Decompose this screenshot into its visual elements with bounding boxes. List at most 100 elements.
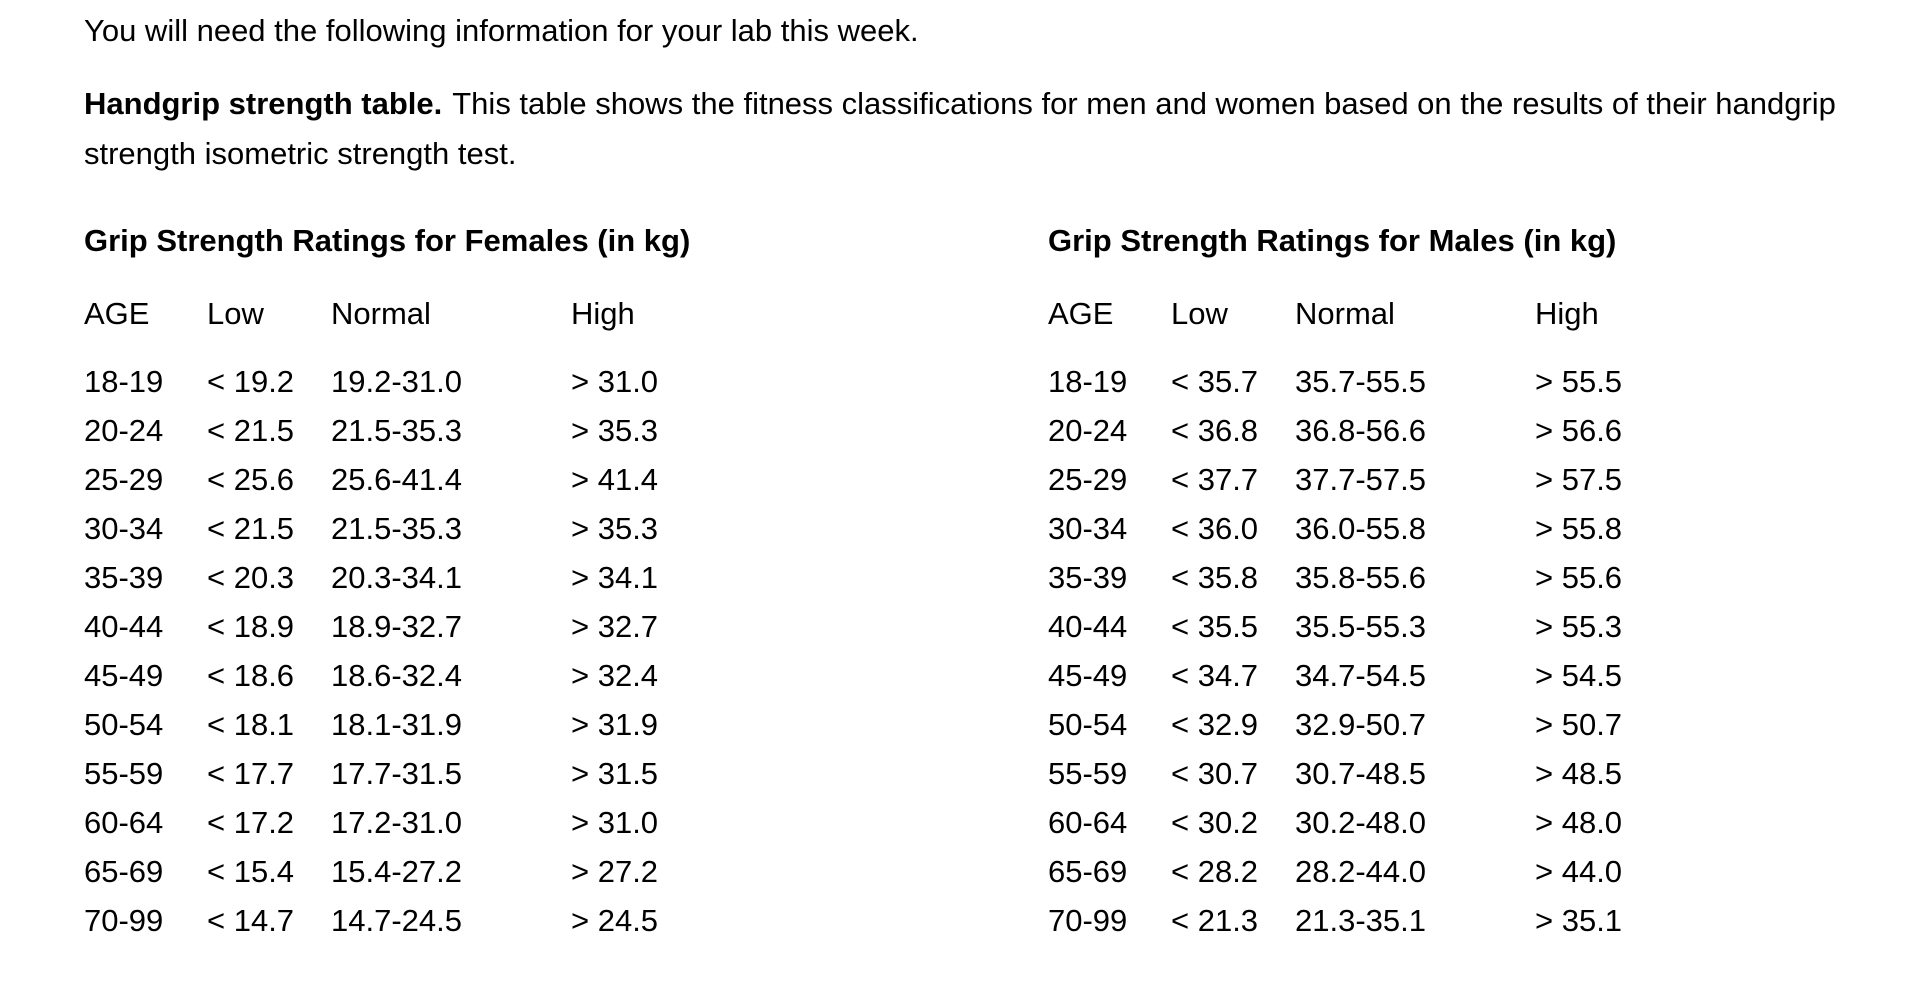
table-cell: 60-64 [84,805,164,840]
table-cell: < 17.2 [207,805,295,840]
table-cell: 36.0-55.8 [1295,511,1426,546]
table-cell: 25-29 [84,462,164,497]
table-cell: 20.3-34.1 [331,560,462,595]
table-cell: > 32.7 [571,609,659,644]
table-cell: 50-54 [84,707,164,742]
table-cell: > 48.0 [1535,805,1623,840]
table-cell: 25-29 [1048,462,1128,497]
table-cell: > 31.0 [571,364,659,399]
table-cell: > 24.5 [571,903,659,938]
column-header: AGE [84,296,150,331]
table-cell: 35-39 [1048,560,1128,595]
table-cell: > 27.2 [571,854,659,889]
table-cell: > 35.1 [1535,903,1623,938]
table-cell: 28.2-44.0 [1295,854,1426,889]
description-text: This table shows the fitness classificat… [84,86,1836,171]
table-cell: 70-99 [1048,903,1128,938]
table-cell: < 17.7 [207,756,295,791]
table-cell: < 35.8 [1171,560,1259,595]
table-cell: < 36.8 [1171,413,1259,448]
table-cell: > 55.8 [1535,511,1623,546]
description-bold-lead: Handgrip strength table. [84,86,443,121]
table-cell: < 15.4 [207,854,295,889]
table-cell: 18-19 [84,364,164,399]
table-cell: 55-59 [1048,756,1128,791]
table-cell: 34.7-54.5 [1295,658,1426,693]
column-header: Normal [331,296,431,331]
table-cell: < 25.6 [207,462,295,497]
table-cell: 21.3-35.1 [1295,903,1426,938]
tables-row: Grip Strength Ratings for Females (in kg… [84,216,1878,945]
table-cell: > 34.1 [571,560,659,595]
table-cell: > 44.0 [1535,854,1623,889]
table-cell: 35.5-55.3 [1295,609,1426,644]
table-cell: 17.7-31.5 [331,756,462,791]
table-cell: 19.2-31.0 [331,364,462,399]
table-cell: < 18.1 [207,707,295,742]
table-cell: > 31.5 [571,756,659,791]
table-cell: > 55.3 [1535,609,1623,644]
table-header-row: AGE Low Normal High [84,289,724,339]
table-cell: 15.4-27.2 [331,854,462,889]
table-header-row: AGE Low Normal High [1048,289,1688,339]
column-header: AGE [1048,296,1114,331]
table-cell: > 57.5 [1535,462,1623,497]
table-cell: 18.1-31.9 [331,707,462,742]
table-cell: < 21.5 [207,413,295,448]
table-cell: 30-34 [84,511,164,546]
table-cell: < 30.7 [1171,756,1259,791]
table-cell: 21.5-35.3 [331,413,462,448]
table-cell: 40-44 [1048,609,1128,644]
table-cell: < 30.2 [1171,805,1259,840]
table-cell: 35-39 [84,560,164,595]
table-cell: > 32.4 [571,658,659,693]
table-cell: 65-69 [84,854,164,889]
table-cell: > 54.5 [1535,658,1623,693]
table-cell: < 18.9 [207,609,295,644]
table-cell: 40-44 [84,609,164,644]
table-cell: 60-64 [1048,805,1128,840]
table-cell: 35.7-55.5 [1295,364,1426,399]
table-cell: < 21.5 [207,511,295,546]
table-cell: > 35.3 [571,511,659,546]
table-cell: < 18.6 [207,658,295,693]
intro-text: You will need the following information … [84,13,919,48]
table-cell: 21.5-35.3 [331,511,462,546]
table-cell: < 19.2 [207,364,295,399]
table-cell: > 35.3 [571,413,659,448]
table-cell: 25.6-41.4 [331,462,462,497]
table-cell: < 20.3 [207,560,295,595]
table-cell: > 41.4 [571,462,659,497]
table-cell: > 55.5 [1535,364,1623,399]
table-cell: < 32.9 [1171,707,1259,742]
table-cell: > 48.5 [1535,756,1623,791]
table-cell: 18.6-32.4 [331,658,462,693]
table-cell: 14.7-24.5 [331,903,462,938]
table-cell: 30.2-48.0 [1295,805,1426,840]
grip-table-males: Grip Strength Ratings for Males (in kg) … [1048,216,1688,945]
table-cell: < 21.3 [1171,903,1259,938]
table-cell: < 28.2 [1171,854,1259,889]
table-cell: 36.8-56.6 [1295,413,1426,448]
column-header: Normal [1295,296,1395,331]
column-header: High [571,296,635,331]
table-title-females: Grip Strength Ratings for Females (in kg… [84,223,691,258]
table-cell: 30.7-48.5 [1295,756,1426,791]
table-cell: 50-54 [1048,707,1128,742]
table-cell: 17.2-31.0 [331,805,462,840]
table-cell: < 37.7 [1171,462,1259,497]
table-cell: 30-34 [1048,511,1128,546]
table-cell: > 31.0 [571,805,659,840]
table-cell: > 31.9 [571,707,659,742]
table-cell: 35.8-55.6 [1295,560,1426,595]
table-cell: < 35.7 [1171,364,1259,399]
table-cell: 45-49 [1048,658,1128,693]
column-header: Low [207,296,264,331]
table-cell: > 55.6 [1535,560,1623,595]
table-cell: < 36.0 [1171,511,1259,546]
table-rows: 18-19 < 35.7 35.7-55.5 > 55.5 20-24 < 36.8 36.… [1048,357,1688,945]
table-cell: < 35.5 [1171,609,1259,644]
column-header: High [1535,296,1599,331]
table-cell: > 56.6 [1535,413,1623,448]
